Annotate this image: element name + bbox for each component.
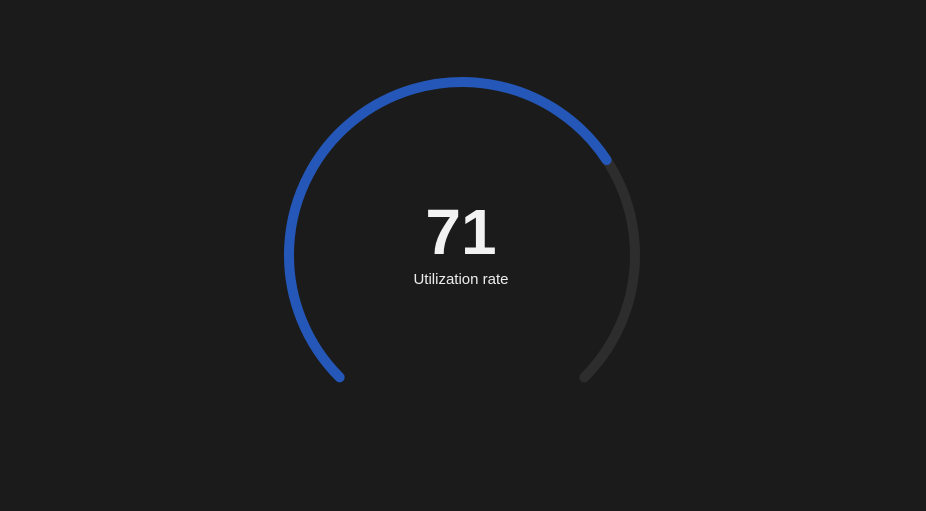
gauge-progress-arc xyxy=(284,77,612,383)
gauge-label: Utilization rate xyxy=(413,271,509,288)
gauge-value: 71 xyxy=(425,196,497,268)
gauge-track xyxy=(579,155,640,383)
